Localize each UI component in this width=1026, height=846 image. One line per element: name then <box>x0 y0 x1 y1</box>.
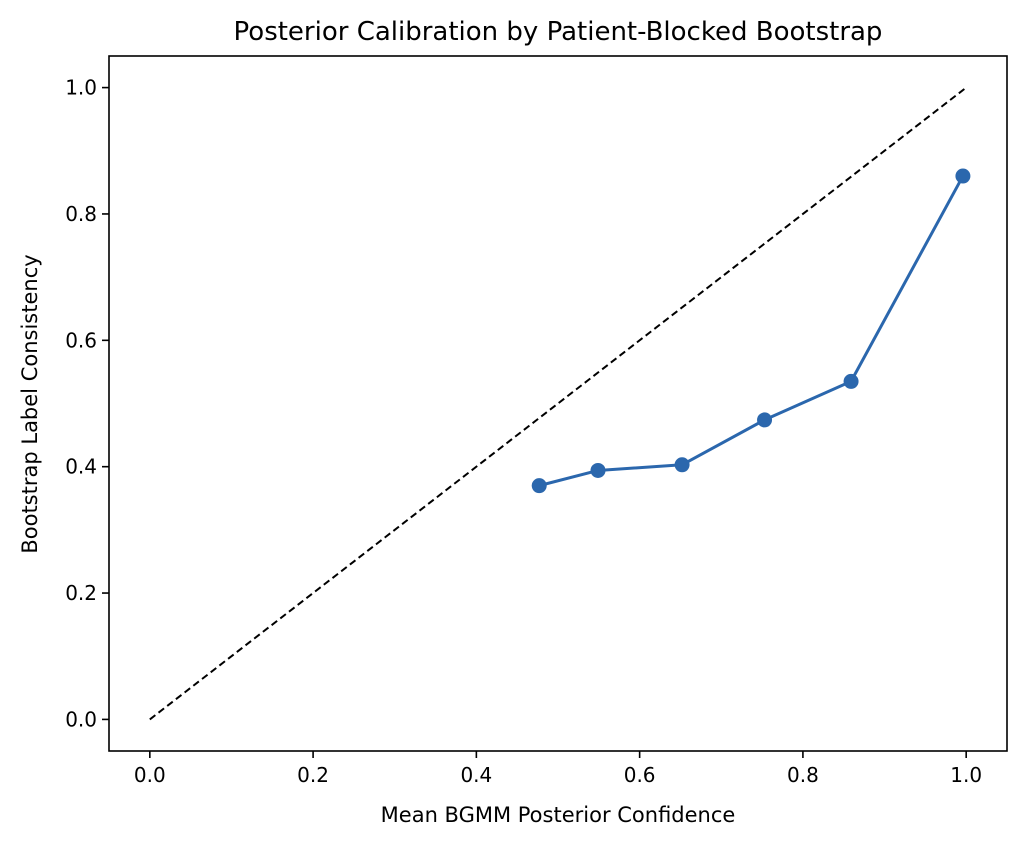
x-axis: 0.0 0.2 0.4 0.6 0.8 1.0 <box>134 751 982 787</box>
data-point <box>955 168 971 184</box>
data-point <box>757 412 773 428</box>
data-point <box>674 457 690 473</box>
y-tick-label: 0.2 <box>65 581 97 605</box>
plot-area <box>149 86 971 721</box>
data-point <box>843 373 859 389</box>
x-tick-label: 1.0 <box>950 763 982 787</box>
x-axis-label: Mean BGMM Posterior Confidence <box>381 803 736 827</box>
x-tick-label: 0.0 <box>134 763 166 787</box>
y-tick-label: 1.0 <box>65 76 97 100</box>
y-tick-label: 0.4 <box>65 455 97 479</box>
chart-title: Posterior Calibration by Patient-Blocked… <box>234 17 883 47</box>
series-line <box>538 175 965 488</box>
y-axis: 0.0 0.2 0.4 0.6 0.8 1.0 <box>65 76 109 731</box>
reference-line <box>149 86 967 721</box>
y-tick-label: 0.6 <box>65 328 97 352</box>
y-axis-label: Bootstrap Label Consistency <box>18 254 42 553</box>
x-tick-label: 0.4 <box>460 763 492 787</box>
x-tick-label: 0.8 <box>787 763 819 787</box>
data-point <box>531 478 547 494</box>
plot-frame <box>108 55 1008 752</box>
data-point <box>590 462 606 478</box>
y-tick-label: 0.8 <box>65 202 97 226</box>
y-tick-label: 0.0 <box>65 707 97 731</box>
x-tick-label: 0.2 <box>297 763 329 787</box>
x-tick-label: 0.6 <box>624 763 656 787</box>
